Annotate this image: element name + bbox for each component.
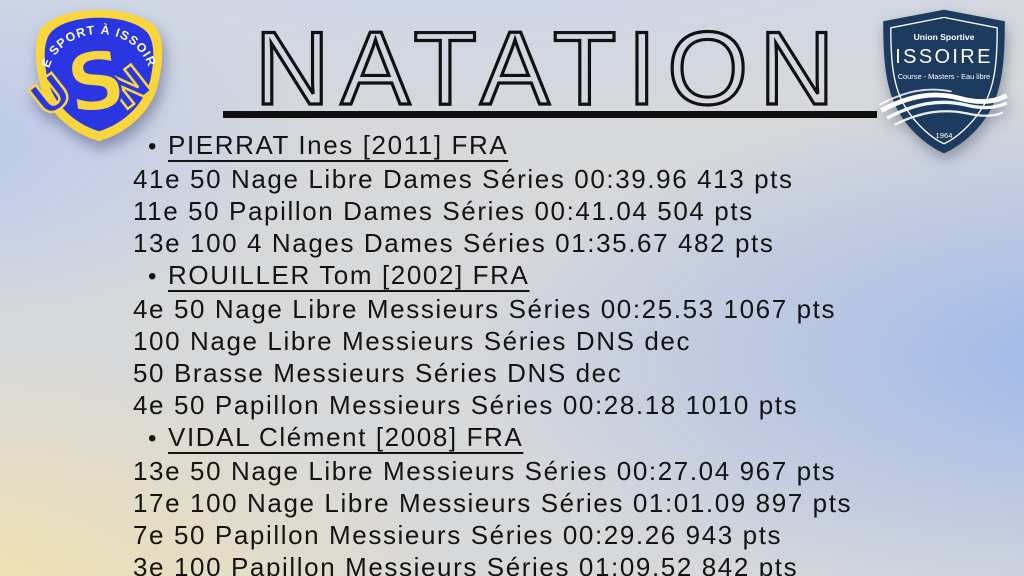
swimmer-name-line: • VIDAL Clément [2008] FRA <box>133 421 993 455</box>
logo-city-text: ISSOIRE <box>895 46 993 68</box>
swimmer-name: ROUILLER Tom [2002] FRA <box>168 260 530 290</box>
bullet-icon: • <box>148 133 159 160</box>
shield-icon <box>35 9 163 142</box>
page-title: NATATION <box>253 9 846 128</box>
result-line: 11e 50 Papillon Dames Séries 00:41.04 50… <box>133 196 754 226</box>
result-line: 4e 50 Papillon Messieurs Séries 00:28.18… <box>133 390 799 420</box>
result-line: 4e 50 Nage Libre Messieurs Séries 00:25.… <box>133 294 837 324</box>
swimmer-section: • ROUILLER Tom [2002] FRA 4e 50 Nage Libr… <box>133 259 993 421</box>
logo-disciplines-text: Course - Masters - Eau libre <box>898 72 991 81</box>
result-line: 3e 100 Papillon Messieurs Séries 01:09.5… <box>133 552 799 576</box>
swimmer-name: PIERRAT Ines [2011] FRA <box>168 130 509 160</box>
usi-club-logo: LE SPORT À ISSOIRE U N S <box>25 6 163 142</box>
result-line: 100 Nage Libre Messieurs Séries DNS dec <box>133 326 692 356</box>
title-block: NATATION <box>223 9 877 129</box>
wave-icon <box>878 88 1008 126</box>
result-line: 50 Brasse Messieurs Séries DNS dec <box>133 358 623 388</box>
swimmer-name: VIDAL Clément [2008] FRA <box>168 422 524 452</box>
swimmer-section: • PIERRAT Ines [2011] FRA 41e 50 Nage Lib… <box>133 129 993 259</box>
bullet-icon: • <box>148 425 159 452</box>
swimmer-name-line: • PIERRAT Ines [2011] FRA <box>133 129 993 163</box>
result-line: 7e 50 Papillon Messieurs Séries 00:29.26… <box>133 520 783 550</box>
monogram-letter-s: S <box>61 32 132 133</box>
result-line: 17e 100 Nage Libre Messieurs Séries 01:0… <box>133 488 853 518</box>
swimmer-name-line: • ROUILLER Tom [2002] FRA <box>133 259 993 293</box>
logo-year-text: 1964 <box>936 131 953 140</box>
bullet-icon: • <box>148 263 159 290</box>
title-underline <box>223 111 877 118</box>
swimmer-section: • VIDAL Clément [2008] FRA 13e 50 Nage Li… <box>133 421 993 576</box>
us-issoire-logo: Union Sportive ISSOIRE Course - Masters … <box>878 9 1008 154</box>
page-title-text: NATATION <box>255 11 846 127</box>
logo-org-text: Union Sportive <box>914 32 975 42</box>
result-line: 13e 100 4 Nages Dames Séries 01:35.67 48… <box>133 228 775 258</box>
result-line: 13e 50 Nage Libre Messieurs Séries 00:27… <box>133 456 837 486</box>
results-list: • PIERRAT Ines [2011] FRA 41e 50 Nage Lib… <box>133 129 993 576</box>
result-line: 41e 50 Nage Libre Dames Séries 00:39.96 … <box>133 164 794 194</box>
